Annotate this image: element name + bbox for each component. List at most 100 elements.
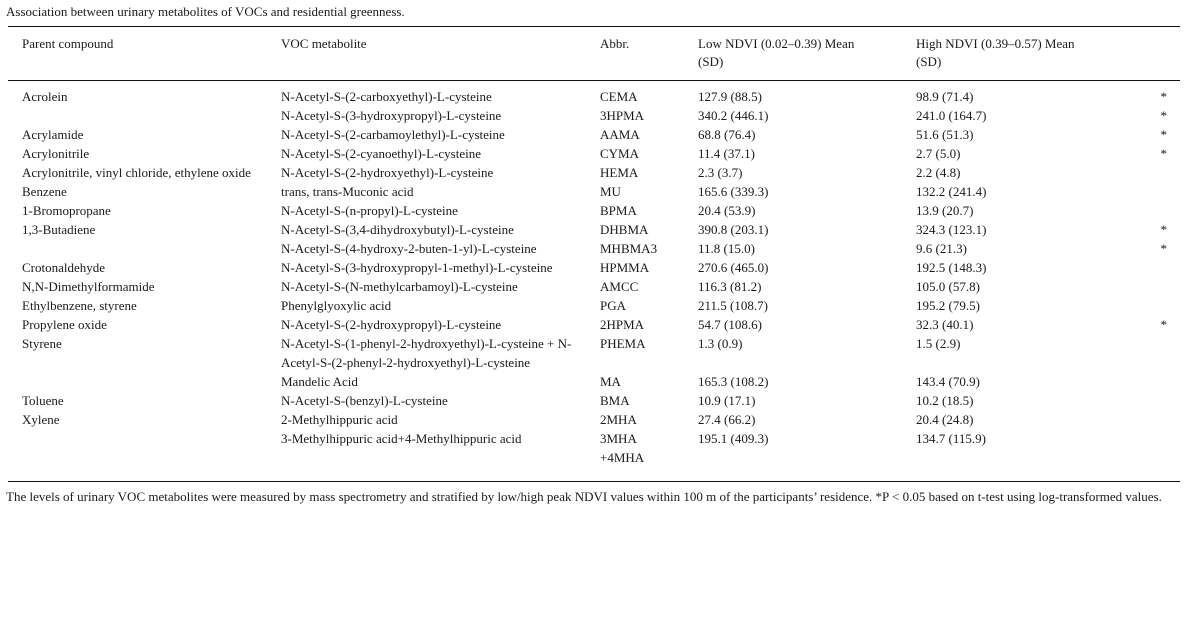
table-row: 3-Methylhippuric acid+4-Methylhippuric a… xyxy=(8,429,1180,482)
header-high-ndvi: High NDVI (0.39–0.57) Mean (SD) xyxy=(916,26,1131,81)
cell-abbr: AMCC xyxy=(600,279,639,294)
cell-metabolite: N-Acetyl-S-(3-hydroxypropyl)-L-cysteine xyxy=(281,108,502,123)
table-row: Ethylbenzene, styrene Phenylglyoxylic aci… xyxy=(8,296,1180,315)
cell-significance xyxy=(1131,258,1180,277)
table-row: Acrolein N-Acetyl-S-(2-carboxyethyl)-L-cy… xyxy=(8,81,1180,107)
cell-parent: Crotonaldehyde xyxy=(22,260,106,275)
cell-parent: Propylene oxide xyxy=(22,317,107,332)
table-row: Acrylonitrile N-Acetyl-S-(2-cyanoethyl)-L… xyxy=(8,144,1180,163)
cell-low-mean-sd: 390.8 (203.1) xyxy=(698,222,769,237)
table-header: Parent compound VOC metabolite Abbr. Low… xyxy=(8,26,1180,81)
cell-low-mean-sd: 270.6 (465.0) xyxy=(698,260,769,275)
cell-low-mean-sd: 54.7 (108.6) xyxy=(698,317,762,332)
cell-low-mean-sd: 127.9 (88.5) xyxy=(698,89,762,104)
cell-parent: N,N-Dimethylformamide xyxy=(22,279,155,294)
cell-abbr: 2HPMA xyxy=(600,317,645,332)
cell-high-mean-sd: 2.7 (5.0) xyxy=(916,146,961,161)
cell-abbr: MA xyxy=(600,374,621,389)
cell-low-mean-sd: 10.9 (17.1) xyxy=(698,393,756,408)
cell-high-mean-sd: 105.0 (57.8) xyxy=(916,279,980,294)
cell-low-mean-sd: 195.1 (409.3) xyxy=(698,431,769,446)
cell-parent: Acrylonitrile xyxy=(22,146,90,161)
voc-metabolites-table: Parent compound VOC metabolite Abbr. Low… xyxy=(8,26,1180,482)
cell-high-mean-sd: 192.5 (148.3) xyxy=(916,260,987,275)
cell-significance: * xyxy=(1160,108,1168,123)
cell-high-mean-sd: 98.9 (71.4) xyxy=(916,89,974,104)
header-row: Parent compound VOC metabolite Abbr. Low… xyxy=(8,26,1180,81)
cell-low-mean-sd: 20.4 (53.9) xyxy=(698,203,756,218)
cell-abbr: HEMA xyxy=(600,165,639,180)
cell-parent: Ethylbenzene, styrene xyxy=(22,298,137,313)
cell-high-mean-sd: 143.4 (70.9) xyxy=(916,374,980,389)
cell-metabolite: N-Acetyl-S-(benzyl)-L-cysteine xyxy=(281,393,448,408)
cell-parent: Toluene xyxy=(22,393,64,408)
cell-abbr: DHBMA xyxy=(600,222,649,237)
cell-metabolite: N-Acetyl-S-(2-carbamoylethyl)-L-cysteine xyxy=(281,127,505,142)
cell-abbr: PHEMA xyxy=(600,336,646,351)
cell-low-mean-sd: 2.3 (3.7) xyxy=(698,165,743,180)
cell-parent: 1,3-Butadiene xyxy=(22,222,96,237)
cell-metabolite: N-Acetyl-S-(N-methylcarbamoyl)-L-cystein… xyxy=(281,279,518,294)
header-abbr: Abbr. xyxy=(600,26,698,81)
cell-parent: Acrylamide xyxy=(22,127,84,142)
cell-metabolite: 2-Methylhippuric acid xyxy=(281,412,398,427)
table-row: N-Acetyl-S-(4-hydroxy-2-buten-1-yl)-L-cy… xyxy=(8,239,1180,258)
cell-parent: Benzene xyxy=(22,184,67,199)
cell-metabolite: N-Acetyl-S-(2-hydroxyethyl)-L-cysteine xyxy=(281,165,494,180)
table-row: N-Acetyl-S-(3-hydroxypropyl)-L-cysteine 3… xyxy=(8,106,1180,125)
cell-high-mean-sd: 32.3 (40.1) xyxy=(916,317,974,332)
cell-abbr: 3MHA +4MHA xyxy=(600,431,645,465)
cell-low-mean-sd: 68.8 (76.4) xyxy=(698,127,756,142)
cell-metabolite: N-Acetyl-S-(1-phenyl-2-hydroxyethyl)-L-c… xyxy=(281,336,572,370)
cell-low-mean-sd: 27.4 (66.2) xyxy=(698,412,756,427)
cell-significance: * xyxy=(1160,146,1168,161)
cell-significance: * xyxy=(1160,241,1168,256)
cell-abbr: CYMA xyxy=(600,146,640,161)
cell-abbr: MHBMA3 xyxy=(600,241,658,256)
cell-significance xyxy=(1131,296,1180,315)
cell-high-mean-sd: 195.2 (79.5) xyxy=(916,298,980,313)
cell-significance xyxy=(1131,391,1180,410)
cell-high-mean-sd: 1.5 (2.9) xyxy=(916,336,961,351)
cell-parent: Acrylonitrile, vinyl chloride, ethylene … xyxy=(22,165,251,180)
cell-metabolite: trans, trans-Muconic acid xyxy=(281,184,414,199)
cell-high-mean-sd: 324.3 (123.1) xyxy=(916,222,987,237)
cell-high-mean-sd: 241.0 (164.7) xyxy=(916,108,987,123)
cell-low-mean-sd: 116.3 (81.2) xyxy=(698,279,762,294)
cell-significance xyxy=(1131,372,1180,391)
table-row: 1-Bromopropane N-Acetyl-S-(n-propyl)-L-cy… xyxy=(8,201,1180,220)
header-voc-metabolite: VOC metabolite xyxy=(281,26,600,81)
cell-high-mean-sd: 9.6 (21.3) xyxy=(916,241,967,256)
cell-abbr: BPMA xyxy=(600,203,637,218)
cell-abbr: 2MHA xyxy=(600,412,637,427)
header-significance xyxy=(1131,26,1180,81)
cell-parent xyxy=(8,429,281,482)
cell-abbr: MU xyxy=(600,184,621,199)
table-row: Xylene 2-Methylhippuric acid 2MHA 27.4 (66.… xyxy=(8,410,1180,429)
cell-parent: Styrene xyxy=(22,336,62,351)
table-row: 1,3-Butadiene N-Acetyl-S-(3,4-dihydroxybu… xyxy=(8,220,1180,239)
cell-significance xyxy=(1131,201,1180,220)
cell-significance: * xyxy=(1160,89,1168,104)
cell-significance xyxy=(1131,182,1180,201)
cell-high-mean-sd: 2.2 (4.8) xyxy=(916,165,961,180)
cell-abbr: CEMA xyxy=(600,89,638,104)
cell-parent: 1-Bromopropane xyxy=(22,203,111,218)
cell-low-mean-sd: 211.5 (108.7) xyxy=(698,298,768,313)
cell-parent xyxy=(8,372,281,391)
cell-metabolite: Mandelic Acid xyxy=(281,374,358,389)
cell-significance xyxy=(1131,410,1180,429)
header-parent-compound: Parent compound xyxy=(8,26,281,81)
table-row: Styrene N-Acetyl-S-(1-phenyl-2-hydroxyeth… xyxy=(8,334,1180,372)
table-body: Acrolein N-Acetyl-S-(2-carboxyethyl)-L-cy… xyxy=(8,81,1180,482)
page: Association between urinary metabolites … xyxy=(6,4,1180,504)
table-row: Benzene trans, trans-Muconic acid MU 165.6 … xyxy=(8,182,1180,201)
cell-metabolite: N-Acetyl-S-(2-cyanoethyl)-L-cysteine xyxy=(281,146,481,161)
table-row: Propylene oxide N-Acetyl-S-(2-hydroxyprop… xyxy=(8,315,1180,334)
cell-low-mean-sd: 11.4 (37.1) xyxy=(698,146,755,161)
cell-low-mean-sd: 1.3 (0.9) xyxy=(698,336,743,351)
cell-significance: * xyxy=(1160,222,1168,237)
cell-metabolite: Phenylglyoxylic acid xyxy=(281,298,392,313)
table-row: Acrylamide N-Acetyl-S-(2-carbamoylethyl)-… xyxy=(8,125,1180,144)
cell-abbr: PGA xyxy=(600,298,627,313)
